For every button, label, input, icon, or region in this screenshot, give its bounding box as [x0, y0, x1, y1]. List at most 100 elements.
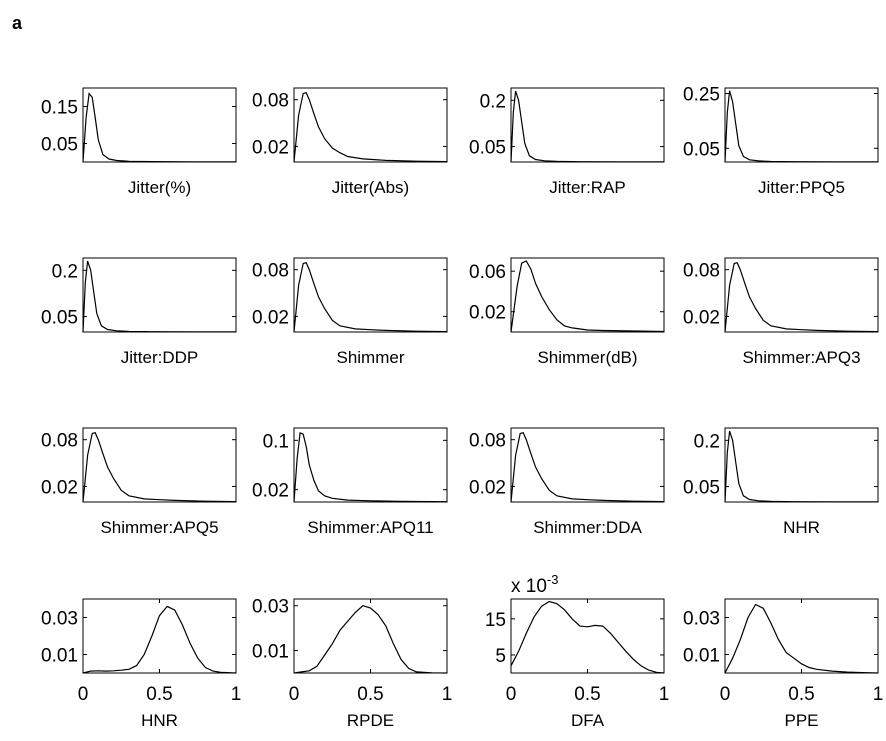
x-axis-label: Shimmer:DDA — [533, 518, 642, 537]
y-tick-label: 0.06 — [469, 262, 506, 283]
subplot-shimmer-apq5: 0.08 0.02 Shimmer:APQ5 — [41, 427, 237, 537]
x-axis-label: Jitter:PPQ5 — [758, 178, 845, 197]
subplot-rpde: 0.03 0.010 0.5 1 RPDE — [252, 597, 452, 730]
density-line — [724, 90, 878, 163]
x-tick-label: 0 — [78, 684, 89, 705]
x-axis-label: Jitter(Abs) — [332, 178, 409, 197]
x-tick-label: 1 — [659, 684, 670, 705]
y-tick-label: 0.2 — [694, 431, 720, 452]
x-axis-label: PPE — [784, 711, 818, 730]
y-tick-label: 0.05 — [41, 308, 78, 329]
density-line — [82, 260, 237, 333]
subplot-shimmer-apq11: 0.1 0.02 Shimmer:APQ11 — [252, 427, 448, 537]
y-tick-label: 0.08 — [683, 261, 720, 282]
x-axis-label: Jitter:DDP — [121, 348, 198, 367]
density-line — [82, 431, 237, 503]
x-axis-label: HNR — [141, 711, 178, 730]
x-axis-label: DFA — [571, 711, 605, 730]
y-tick-label: 0.03 — [252, 597, 289, 618]
x-axis-label: RPDE — [347, 711, 394, 730]
y-tick-label: 0.02 — [41, 477, 78, 498]
subplot-jitter-ddp: 0.2 0.05 Jitter:DDP — [41, 257, 237, 367]
axes-box — [510, 427, 665, 503]
y-tick-label: 0.01 — [41, 646, 78, 667]
y-tick-label: 0.25 — [683, 84, 720, 105]
y-tick-label: 0.01 — [252, 642, 289, 663]
subplot-jitter-abs: 0.08 0.02 Jitter(Abs) — [252, 87, 448, 197]
subplot-hnr: 0.03 0.010 0.5 1 HNR — [41, 598, 242, 730]
subplot-dfa: 15 50 0.5 1 DFA x 10-3 — [485, 572, 669, 730]
x-tick-label: 0.5 — [788, 684, 814, 705]
x-tick-label: 0.5 — [357, 684, 383, 705]
axes-box — [293, 257, 448, 333]
scale-multiplier: x 10-3 — [511, 572, 558, 597]
y-tick-label: 0.03 — [683, 609, 720, 630]
x-axis-label: Shimmer:APQ3 — [742, 348, 860, 367]
density-line — [510, 431, 665, 503]
axes-box — [293, 598, 448, 674]
y-tick-label: 0.02 — [252, 137, 289, 158]
x-axis-label: Jitter(%) — [128, 178, 191, 197]
subplot-jitter-rap: 0.2 0.05 Jitter:RAP — [469, 87, 665, 197]
y-tick-label: 0.05 — [683, 478, 720, 499]
x-tick-label: 0.5 — [574, 684, 600, 705]
density-line — [724, 603, 879, 674]
y-tick-label: 0.02 — [683, 307, 720, 328]
axes-box — [724, 87, 879, 163]
axes-box — [724, 598, 879, 674]
subplot-shimmer-db: 0.06 0.02 Shimmer(dB) — [469, 257, 665, 367]
y-tick-label: 5 — [495, 646, 506, 667]
x-axis-label: Shimmer:APQ5 — [100, 518, 218, 537]
x-axis-label: NHR — [783, 518, 820, 537]
y-tick-label: 0.05 — [41, 135, 78, 156]
axes-box — [82, 257, 237, 333]
y-tick-label: 0.2 — [52, 261, 78, 282]
density-line — [510, 600, 665, 674]
density-line — [293, 432, 448, 503]
y-tick-label: 0.02 — [252, 481, 289, 502]
y-tick-label: 0.02 — [469, 477, 506, 498]
y-tick-label: 0.01 — [683, 646, 720, 667]
axes-box — [724, 257, 879, 333]
y-tick-label: 0.05 — [469, 138, 506, 159]
axes-box — [724, 427, 879, 503]
subplot-jitter-ppq5: 0.25 0.05 Jitter:PPQ5 — [683, 84, 879, 197]
density-line — [293, 605, 448, 674]
y-tick-label: 0.08 — [469, 431, 506, 452]
x-axis-label: Shimmer — [336, 348, 404, 367]
axes-box — [82, 427, 237, 503]
density-line — [82, 605, 237, 674]
subplot-shimmer: 0.08 0.02 Shimmer — [252, 257, 448, 367]
axes-box — [293, 427, 448, 503]
x-axis-label: Shimmer:APQ11 — [307, 518, 433, 537]
density-line — [82, 92, 237, 163]
density-line — [724, 261, 879, 333]
y-tick-label: 0.02 — [252, 307, 289, 328]
y-tick-label: 15 — [485, 610, 506, 631]
x-tick-label: 0 — [506, 684, 517, 705]
x-tick-label: 0 — [720, 684, 731, 705]
y-tick-label: 0.2 — [480, 91, 506, 112]
x-axis-label: Shimmer(dB) — [537, 348, 637, 367]
y-tick-label: 0.05 — [683, 139, 720, 160]
subplot-grid: 0.150.05Jitter(%)0.080.02Jitter(Abs)0.20… — [41, 84, 883, 730]
density-line — [293, 261, 448, 333]
x-axis-label: Jitter:RAP — [549, 178, 626, 197]
subplot-shimmer-apq3: 0.08 0.02 Shimmer:APQ3 — [683, 257, 879, 367]
subplot-ppe: 0.03 0.010 0.5 1 PPE — [683, 598, 883, 730]
axes-box — [510, 87, 665, 163]
axes-box — [293, 87, 448, 163]
y-tick-label: 0.02 — [469, 303, 506, 324]
y-tick-label: 0.08 — [252, 261, 289, 282]
x-tick-label: 1 — [231, 684, 242, 705]
density-line — [724, 430, 879, 503]
y-tick-label: 0.08 — [252, 91, 289, 112]
y-tick-label: 0.1 — [263, 431, 289, 452]
x-tick-label: 0.5 — [146, 684, 172, 705]
subplot-jitter: 0.15 0.05 Jitter(%) — [41, 87, 237, 197]
axes-box — [510, 598, 665, 674]
density-line — [510, 260, 665, 333]
subplot-shimmer-dda: 0.08 0.02 Shimmer:DDA — [469, 427, 665, 537]
axes-box — [82, 598, 237, 674]
